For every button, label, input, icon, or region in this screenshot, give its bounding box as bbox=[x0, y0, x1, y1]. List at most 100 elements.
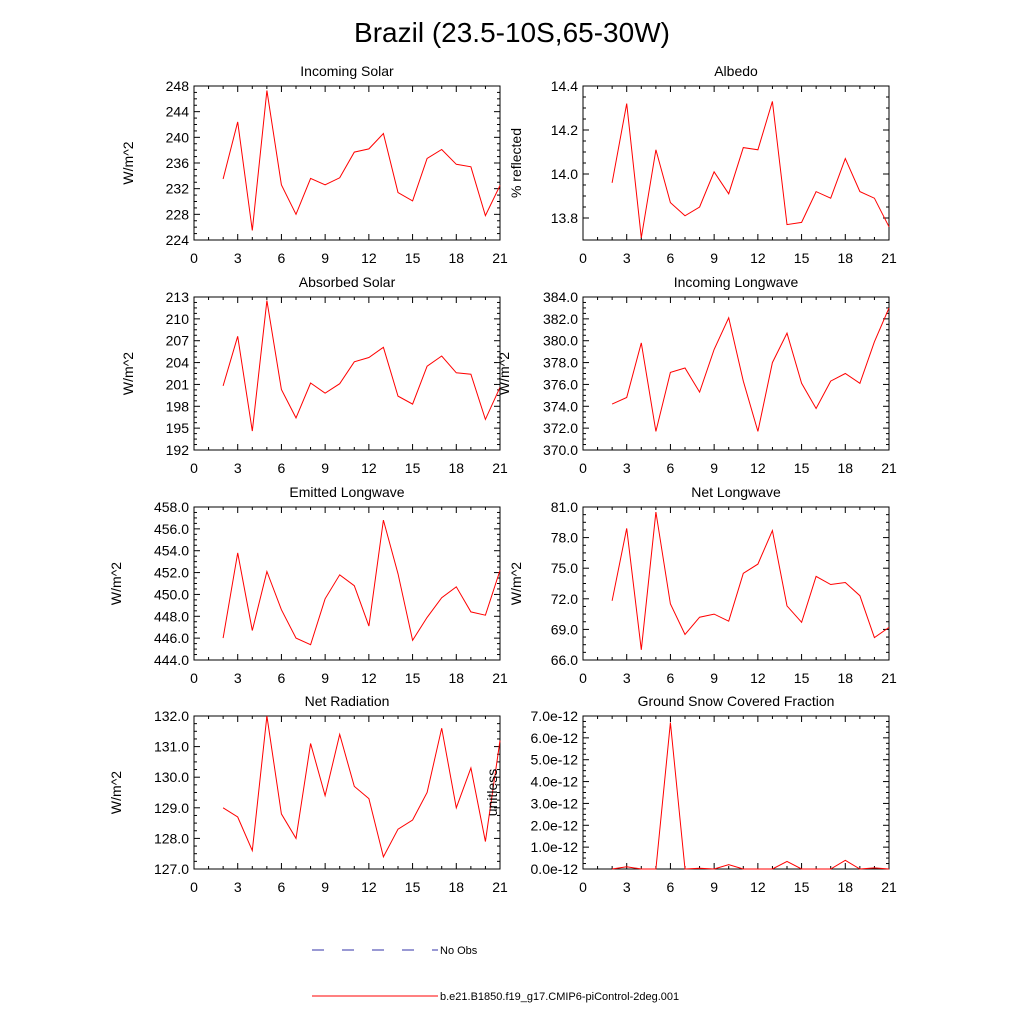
panel-4: Incoming Longwave W/m^2 0 3 6 9 12 15 18 21 370.0 3… bbox=[496, 274, 897, 476]
x-tick-label: 12 bbox=[361, 460, 377, 476]
x-tick-label: 6 bbox=[667, 670, 675, 686]
data-point bbox=[426, 792, 428, 794]
y-tick-label: 378.0 bbox=[543, 355, 578, 371]
data-point bbox=[640, 342, 642, 344]
x-tick-label: 6 bbox=[667, 250, 675, 266]
y-tick-label: 228 bbox=[166, 206, 190, 222]
data-point bbox=[888, 627, 890, 629]
data-point bbox=[728, 193, 730, 195]
data-point bbox=[611, 182, 613, 184]
figure-title: Brazil (23.5-10S,65-30W) bbox=[354, 17, 670, 48]
data-point bbox=[222, 637, 224, 639]
data-point bbox=[611, 868, 613, 870]
legend-label-no-obs: No Obs bbox=[440, 945, 478, 957]
data-point bbox=[830, 380, 832, 382]
data-point bbox=[844, 582, 846, 584]
series-line bbox=[612, 722, 890, 870]
data-point bbox=[611, 600, 613, 602]
data-point bbox=[772, 530, 774, 532]
data-point bbox=[742, 868, 744, 870]
data-point bbox=[310, 178, 312, 180]
data-point bbox=[266, 571, 268, 573]
data-point bbox=[310, 382, 312, 384]
x-tick-label: 18 bbox=[448, 460, 464, 476]
data-point bbox=[455, 372, 457, 374]
x-tick-label: 3 bbox=[234, 670, 242, 686]
y-tick-label: 75.0 bbox=[551, 560, 578, 576]
data-point bbox=[786, 224, 788, 226]
x-tick-label: 12 bbox=[750, 250, 766, 266]
plot-frame bbox=[582, 85, 890, 241]
x-tick-label: 18 bbox=[448, 250, 464, 266]
panel-title: Absorbed Solar bbox=[299, 274, 396, 290]
panel-title: Albedo bbox=[714, 63, 758, 79]
data-point bbox=[874, 197, 876, 199]
data-point bbox=[772, 868, 774, 870]
series-line bbox=[611, 101, 890, 238]
panel-title: Emitted Longwave bbox=[289, 484, 404, 500]
y-tick-label: 204 bbox=[166, 355, 190, 371]
data-point bbox=[251, 230, 253, 232]
data-point bbox=[713, 868, 715, 870]
data-point bbox=[251, 630, 253, 632]
y-tick-label: 128.0 bbox=[154, 830, 189, 846]
data-point bbox=[830, 584, 832, 586]
data-point bbox=[222, 807, 224, 809]
data-point bbox=[684, 215, 686, 217]
y-tick-label: 14.0 bbox=[551, 166, 578, 182]
y-tick-label: 224 bbox=[166, 232, 190, 248]
x-tick-label: 9 bbox=[321, 250, 329, 266]
data-point bbox=[844, 859, 846, 861]
x-tick-label: 6 bbox=[667, 460, 675, 476]
data-point bbox=[266, 715, 268, 717]
x-tick-label: 15 bbox=[794, 250, 810, 266]
x-tick-label: 6 bbox=[278, 460, 286, 476]
data-point bbox=[742, 573, 744, 575]
y-tick-label: 6.0e-12 bbox=[531, 730, 579, 746]
data-point bbox=[757, 149, 759, 151]
data-point bbox=[237, 336, 239, 338]
data-point bbox=[353, 361, 355, 363]
data-point bbox=[742, 380, 744, 382]
x-tick-label: 3 bbox=[623, 670, 631, 686]
x-tick-label: 21 bbox=[881, 250, 897, 266]
series-line bbox=[222, 715, 501, 859]
data-point bbox=[713, 613, 715, 615]
data-point bbox=[281, 813, 283, 815]
y-tick-label: 446.0 bbox=[154, 630, 189, 646]
y-tick-label: 374.0 bbox=[543, 398, 578, 414]
data-point bbox=[281, 184, 283, 186]
data-point bbox=[801, 621, 803, 623]
data-point bbox=[383, 856, 385, 858]
data-point bbox=[728, 317, 730, 319]
y-tick-label: 213 bbox=[166, 289, 190, 305]
y-tick-label: 127.0 bbox=[154, 861, 189, 877]
panel-2: Albedo % reflected 0 3 6 9 12 15 18 21 13.8 14.0 14.… bbox=[508, 63, 897, 266]
x-tick-label: 3 bbox=[623, 879, 631, 895]
data-point bbox=[786, 605, 788, 607]
y-tick-label: 5.0e-12 bbox=[531, 752, 579, 768]
y-tick-label: 7.0e-12 bbox=[531, 708, 579, 724]
x-tick-label: 12 bbox=[750, 670, 766, 686]
data-point bbox=[684, 634, 686, 636]
x-tick-label: 0 bbox=[190, 670, 198, 686]
y-tick-label: 248 bbox=[166, 78, 190, 94]
y-tick-label: 72.0 bbox=[551, 591, 578, 607]
x-tick-label: 18 bbox=[837, 460, 853, 476]
x-tick-label: 15 bbox=[405, 460, 421, 476]
data-point bbox=[426, 158, 428, 160]
y-tick-label: 129.0 bbox=[154, 800, 189, 816]
data-point bbox=[713, 349, 715, 351]
series-line bbox=[611, 512, 890, 650]
data-point bbox=[339, 177, 341, 179]
data-point bbox=[684, 367, 686, 369]
y-tick-label: 201 bbox=[166, 376, 190, 392]
x-tick-label: 6 bbox=[667, 879, 675, 895]
data-point bbox=[412, 200, 414, 202]
data-point bbox=[470, 767, 472, 769]
y-tick-label: 232 bbox=[166, 181, 190, 197]
data-point bbox=[441, 355, 443, 357]
data-point bbox=[844, 158, 846, 160]
data-point bbox=[470, 611, 472, 613]
data-point bbox=[830, 197, 832, 199]
